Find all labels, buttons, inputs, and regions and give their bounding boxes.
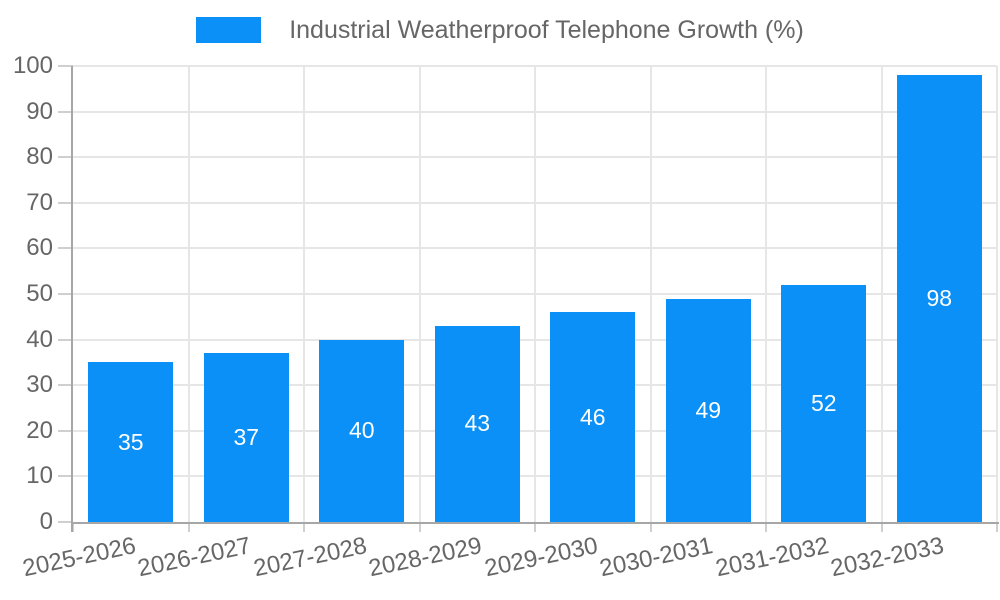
x-axis-tick [72,522,74,532]
y-axis-tick [58,110,73,113]
bar-value-label: 40 [348,417,375,444]
x-axis-tick [534,522,536,532]
bar-value-label: 37 [233,424,260,451]
y-axis-tick-label: 0 [39,508,53,535]
y-axis-tick-label: 80 [26,143,53,171]
x-axis-line [71,522,999,524]
y-axis-tick-label: 70 [26,188,53,216]
y-axis-tick-label: 60 [26,234,53,262]
x-axis-label: 2030-2031 [597,532,716,583]
bar-value-label: 98 [926,285,953,312]
y-axis-tick [58,521,73,523]
x-axis-label: 2027-2028 [251,532,370,583]
x-axis-label: 2028-2029 [366,532,485,583]
bar-2032-2033[interactable]: 98 [896,75,982,522]
y-axis-tick [58,338,73,341]
y-axis-tick [58,156,73,159]
bar-value-label: 43 [464,410,491,437]
bar-2026-2027[interactable]: 37 [203,353,289,522]
x-axis-tick [303,522,305,532]
y-axis-tick-label: 50 [26,280,53,307]
bar-2025-2026[interactable]: 35 [88,362,174,522]
y-axis-line [71,66,73,532]
bar-value-label: 46 [579,403,606,430]
x-axis-label: 2032-2033 [828,532,947,583]
x-axis-label: 2026-2027 [135,532,254,583]
y-axis-tick [58,65,73,68]
gridline-vertical [534,66,536,522]
x-axis-tick [418,522,421,532]
bar-2027-2028[interactable]: 40 [319,339,405,522]
y-axis-tick-label: 40 [26,325,53,353]
gridline-vertical [303,66,305,522]
y-axis-tick-label: 20 [26,416,53,444]
gridline-vertical [880,66,883,522]
gridline-vertical [765,66,767,522]
legend-swatch [196,17,262,43]
x-axis-tick [996,522,998,532]
legend-item[interactable]: Industrial Weatherproof Telephone Growth… [196,15,804,45]
bar-2030-2031[interactable]: 49 [665,298,751,522]
gridline-vertical [649,66,652,522]
y-axis-tick [58,293,73,295]
y-axis-tick [58,475,73,478]
x-axis-label: 2031-2032 [713,532,832,583]
y-axis-tick-label: 10 [26,462,53,490]
bar-2028-2029[interactable]: 43 [434,325,520,522]
y-axis-tick [58,429,73,432]
bar-2029-2030[interactable]: 46 [550,312,636,522]
gridline-vertical [187,66,190,522]
gridline-vertical [418,66,421,522]
legend: Industrial Weatherproof Telephone Growth… [0,15,1000,45]
y-axis-tick [58,201,73,204]
x-axis-tick [187,522,190,532]
y-axis-tick [58,247,73,250]
x-axis-label: 2029-2030 [482,532,601,583]
x-axis-tick [765,522,767,532]
x-axis-label: 2025-2026 [20,532,139,583]
y-axis-tick-label: 100 [12,52,53,79]
bar-value-label: 52 [810,389,837,416]
y-axis-tick-label: 90 [26,97,53,125]
bar-value-label: 49 [695,396,722,423]
y-axis-tick [58,384,73,387]
gridline-vertical [996,66,998,522]
x-axis-tick [880,522,883,532]
legend-label: Industrial Weatherproof Telephone Growth… [289,16,804,44]
bar-value-label: 35 [117,428,144,455]
bar-2031-2032[interactable]: 52 [781,284,867,522]
x-axis-tick [649,522,652,532]
plot-area: 0 10 20 30 40 50 60 70 80 90 100 35 37 40 43 46 49 52 98 20… [13,53,999,582]
y-axis-tick-label: 30 [26,371,53,399]
